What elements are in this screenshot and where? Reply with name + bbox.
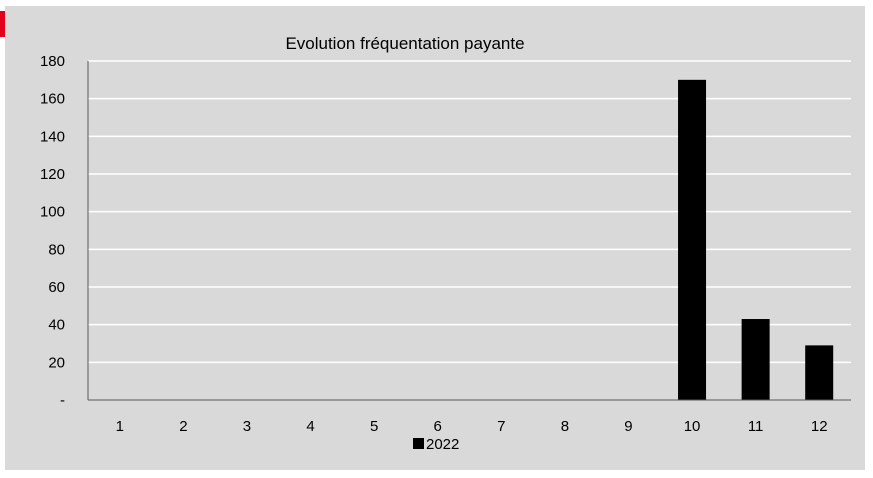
bar (741, 319, 770, 400)
x-tick-label: 8 (561, 418, 569, 435)
legend-swatch (413, 438, 424, 449)
y-axis-ticks: - 20 40 60 80 100 120 140 160 180 (40, 53, 65, 409)
x-tick-label: 2 (179, 418, 187, 435)
y-tick-label: 160 (40, 91, 65, 108)
y-tick-label: 80 (48, 241, 65, 258)
x-tick-label: 12 (811, 418, 828, 435)
y-tick-label: 180 (40, 53, 65, 70)
chart-title: Evolution fréquentation payante (285, 34, 524, 53)
y-tick-label: 20 (48, 354, 65, 371)
bars (678, 79, 834, 400)
x-tick-label: 10 (684, 418, 701, 435)
y-tick-label: 60 (48, 279, 65, 296)
legend-label: 2022 (426, 436, 459, 453)
x-tick-label: 5 (370, 418, 378, 435)
bar (678, 79, 707, 400)
x-tick-label: 9 (624, 418, 632, 435)
y-tick-label: - (60, 392, 65, 409)
bar (805, 345, 834, 400)
x-tick-label: 1 (116, 418, 124, 435)
x-tick-label: 11 (748, 418, 764, 435)
x-tick-label: 7 (497, 418, 505, 435)
accent-marker (0, 11, 5, 37)
x-tick-label: 6 (434, 418, 442, 435)
chart-area (5, 6, 865, 470)
y-tick-label: 40 (48, 317, 65, 334)
y-tick-label: 140 (40, 128, 65, 145)
y-tick-label: 100 (40, 204, 65, 221)
x-axis-ticks: 1 2 3 4 5 6 7 8 9 10 11 12 (116, 418, 828, 435)
gridlines (88, 60, 851, 364)
x-tick-label: 3 (243, 418, 251, 435)
y-tick-label: 120 (40, 166, 65, 183)
x-tick-label: 4 (306, 418, 314, 435)
legend: 2022 (413, 436, 459, 453)
